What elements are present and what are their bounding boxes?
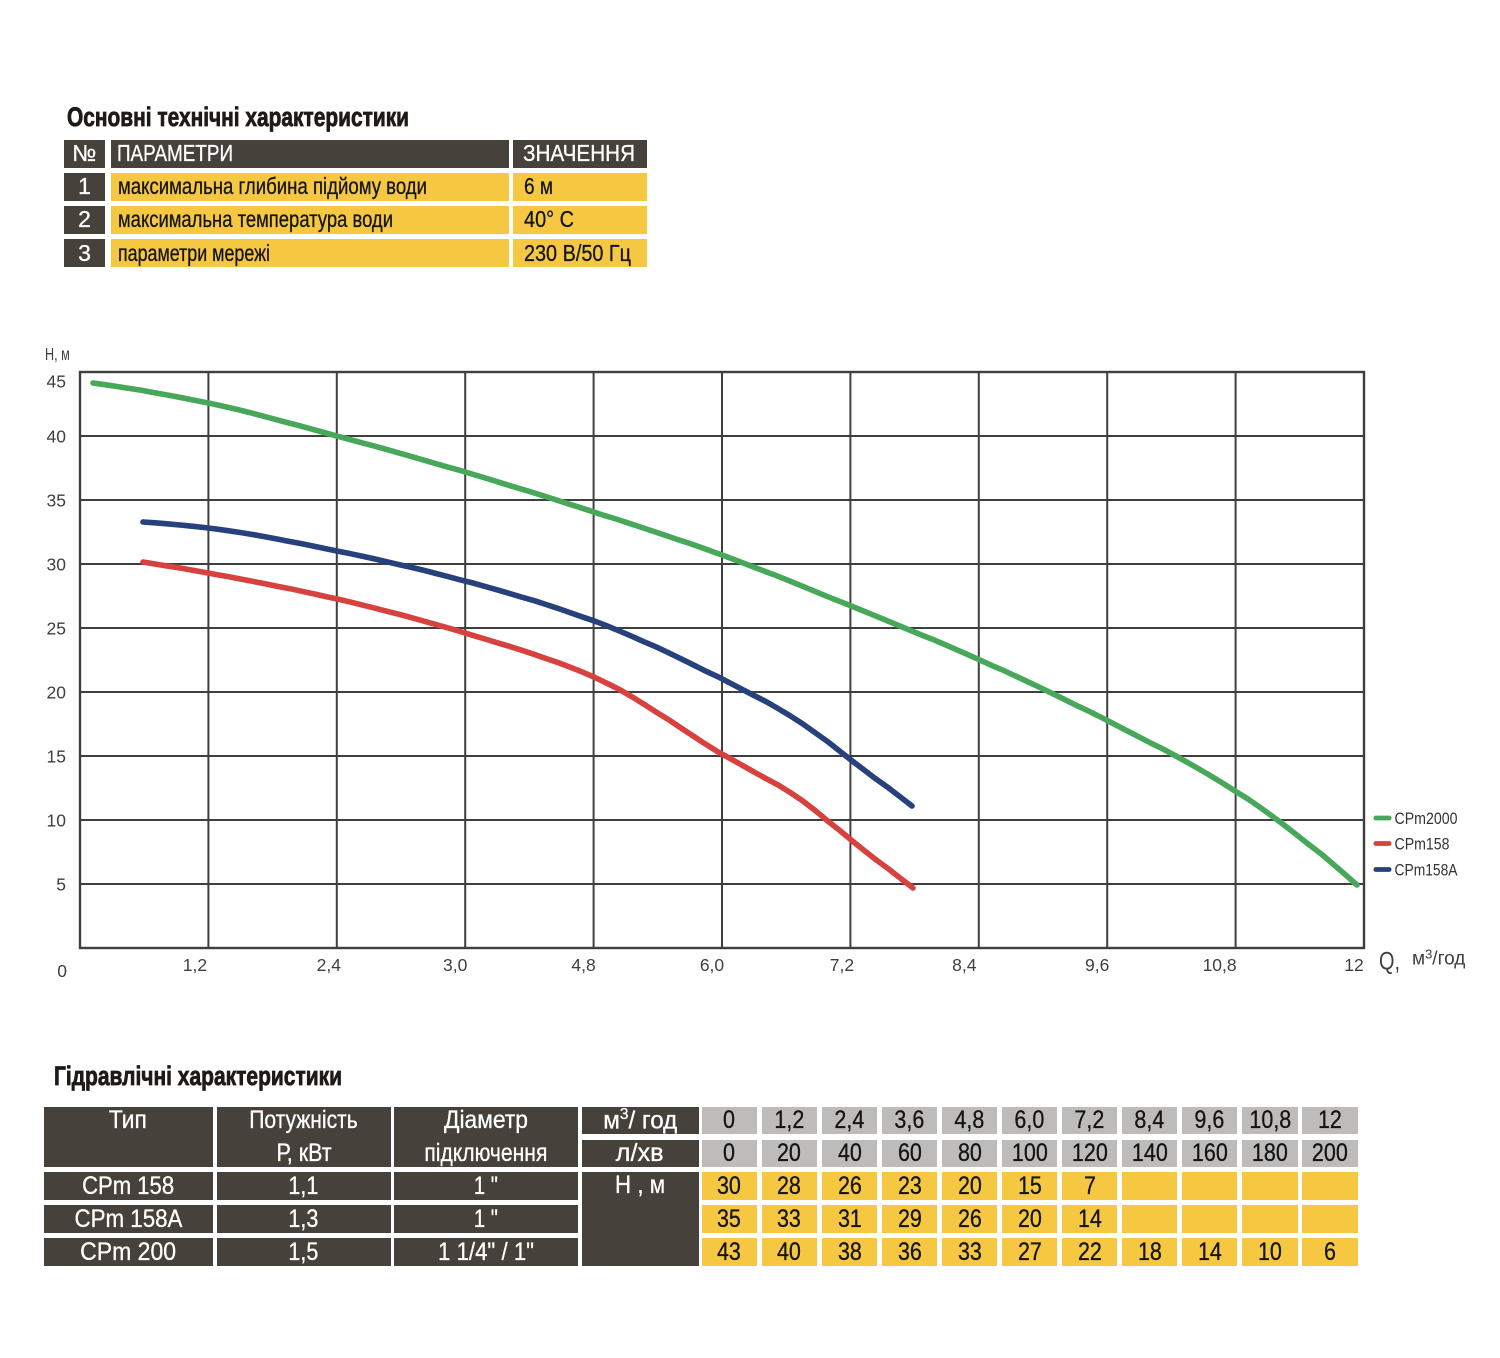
svg-text:CPm2000: CPm2000: [1395, 810, 1458, 828]
svg-text:15: 15: [47, 747, 66, 767]
svg-text:12: 12: [1344, 955, 1363, 975]
svg-text:3,0: 3,0: [443, 955, 468, 975]
svg-text:1,2: 1,2: [183, 955, 207, 975]
svg-text:10,8: 10,8: [1203, 955, 1237, 975]
svg-text:Н, м: Н, м: [45, 345, 70, 365]
svg-text:35: 35: [47, 491, 66, 511]
svg-text:9,6: 9,6: [1085, 955, 1109, 975]
svg-text:0: 0: [57, 961, 67, 981]
svg-text:45: 45: [47, 372, 66, 392]
svg-text:7,2: 7,2: [830, 955, 854, 975]
svg-text:6,0: 6,0: [700, 955, 725, 975]
svg-text:Q,: Q,: [1379, 948, 1400, 976]
svg-text:5: 5: [56, 875, 66, 895]
svg-text:30: 30: [47, 555, 67, 575]
svg-text:20: 20: [47, 683, 67, 703]
svg-text:4,8: 4,8: [571, 955, 595, 975]
svg-text:CPm158A: CPm158A: [1395, 862, 1458, 880]
svg-text:м3/год: м3/год: [1412, 947, 1465, 970]
svg-text:40: 40: [47, 427, 67, 447]
svg-text:10: 10: [47, 811, 67, 831]
svg-text:8,4: 8,4: [952, 955, 977, 975]
svg-text:CPm158: CPm158: [1395, 836, 1450, 854]
svg-text:25: 25: [47, 619, 66, 639]
svg-text:2,4: 2,4: [317, 955, 342, 975]
